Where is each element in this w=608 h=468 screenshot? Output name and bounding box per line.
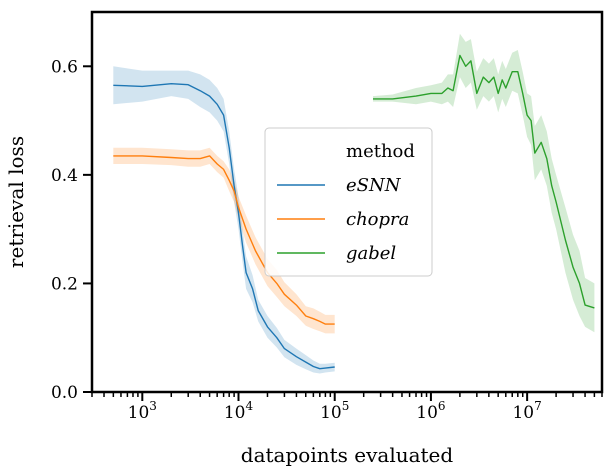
gabel-series-line [373, 54, 595, 309]
x-tick-label-exponent: 4 [246, 399, 254, 413]
plot-area-frame [90, 10, 604, 394]
y-tick-label: 0.0 [51, 383, 78, 403]
x-tick-label: 104 [224, 399, 254, 423]
x-axis-ticks: 103 104 105 106 107 [91, 392, 603, 423]
y-tick-label: 0.6 [51, 57, 78, 77]
y-tick-label: 0.4 [51, 166, 78, 186]
x-tick-label-exponent: 7 [534, 399, 542, 413]
legend-items: eSNN chopra gabel [277, 175, 409, 264]
y-tick-label: 0.2 [51, 274, 78, 294]
legend: method eSNN chopra gabel [264, 127, 433, 277]
esnn-series-line [113, 82, 335, 370]
x-tick-label-base: 10 [128, 403, 150, 423]
y-axis-title: retrieval loss [4, 136, 28, 268]
legend-label-chopra: chopra [346, 209, 409, 230]
x-tick-label: 103 [128, 399, 157, 423]
x-tick-label: 106 [416, 399, 445, 423]
x-tick-label-exponent: 5 [342, 399, 350, 413]
y-axis-ticks: 0.0 0.2 0.4 0.6 [51, 57, 92, 403]
x-axis-title: datapoints evaluated [241, 443, 454, 467]
gabel-confidence-band [373, 33, 595, 333]
x-tick-label: 105 [320, 399, 349, 423]
esnn-confidence-band [113, 66, 335, 374]
legend-label-gabel: gabel [346, 243, 396, 264]
x-tick-label-base: 10 [416, 403, 438, 423]
x-tick-label-exponent: 6 [438, 399, 446, 413]
x-tick-label: 107 [512, 399, 541, 423]
x-tick-label-base: 10 [512, 403, 534, 423]
legend-box [264, 127, 433, 277]
series-lines [113, 54, 595, 370]
legend-title: method [346, 141, 415, 162]
x-tick-label-base: 10 [224, 403, 246, 423]
legend-label-esnn: eSNN [346, 175, 402, 196]
x-tick-label-base: 10 [320, 403, 342, 423]
x-tick-label-exponent: 3 [149, 399, 157, 413]
chopra-series-line [113, 155, 335, 325]
